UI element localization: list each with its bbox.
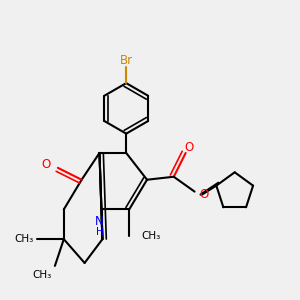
Text: H: H [96, 227, 103, 237]
Text: CH₃: CH₃ [15, 234, 34, 244]
Text: Br: Br [120, 54, 133, 67]
Text: O: O [199, 188, 208, 201]
Text: N: N [95, 215, 104, 228]
Text: CH₃: CH₃ [33, 270, 52, 280]
Text: CH₃: CH₃ [141, 231, 160, 241]
Text: O: O [41, 158, 51, 171]
Text: O: O [184, 140, 193, 154]
